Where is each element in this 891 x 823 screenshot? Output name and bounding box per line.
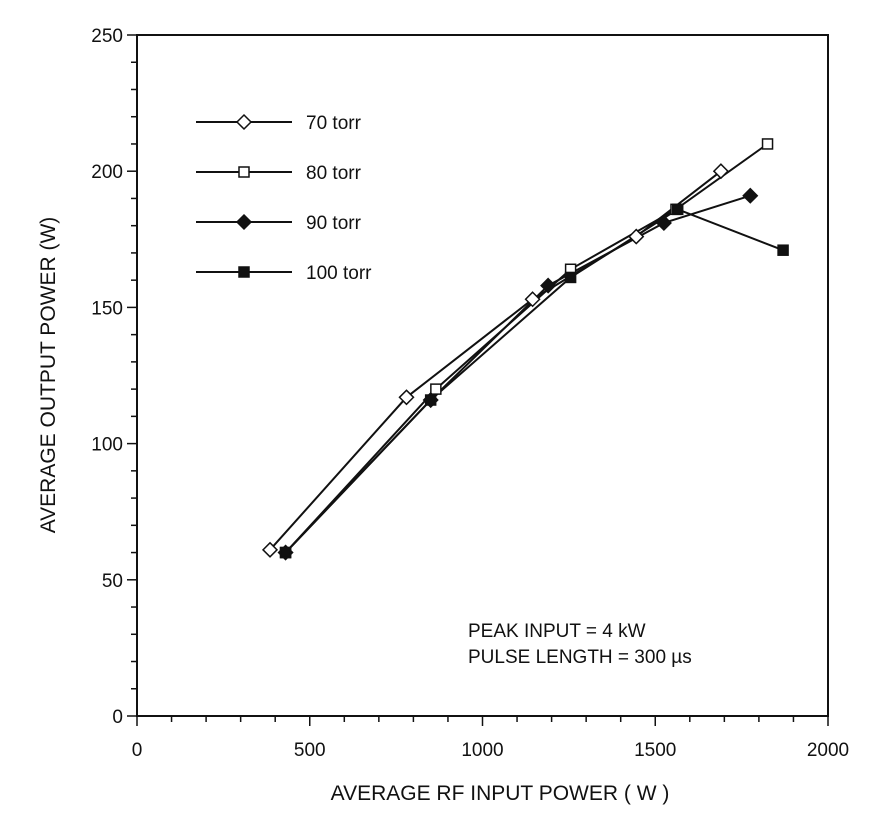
x-tick-label: 2000 — [807, 740, 849, 761]
data-point — [671, 203, 684, 216]
y-tick-label: 250 — [91, 26, 123, 47]
data-point — [777, 244, 789, 256]
series-line — [284, 208, 784, 554]
series-2 — [284, 194, 751, 554]
series-line — [284, 194, 751, 554]
x-tick-label: 1500 — [634, 740, 676, 761]
annotation-peak-input: PEAK INPUT = 4 kW — [468, 621, 646, 642]
axes: 0 500 1000 1500 2000 0 50 100 150 200 250 — [91, 26, 849, 761]
data-point — [540, 277, 557, 294]
x-tick-label: 0 — [132, 740, 143, 761]
x-tick-label: 1000 — [461, 740, 503, 761]
data-point — [742, 187, 759, 204]
legend-label: 90 torr — [306, 213, 362, 234]
legend-marker — [235, 213, 253, 231]
series-3 — [284, 208, 784, 554]
y-tick-label: 150 — [91, 298, 123, 319]
y-axis-label: AVERAGE OUTPUT POWER (W) — [37, 217, 60, 534]
data-point — [761, 138, 774, 150]
annotation-pulse-length: PULSE LENGTH = 300 µs — [468, 647, 692, 668]
series-1 — [284, 143, 769, 554]
data-point — [628, 228, 645, 245]
legend-label: 80 torr — [306, 163, 362, 184]
y-tick-label: 0 — [112, 707, 123, 728]
y-tick-label: 50 — [102, 571, 123, 592]
legend-marker — [238, 266, 250, 278]
data-point — [655, 214, 672, 232]
legend: 70 torr 80 torr 90 torr 100 torr — [196, 113, 372, 284]
plot-frame — [136, 34, 829, 717]
x-axis-label: AVERAGE RF INPUT POWER ( W ) — [331, 782, 670, 805]
data-point — [279, 546, 292, 559]
series-group — [261, 138, 789, 561]
data-point — [564, 271, 577, 284]
legend-marker — [235, 113, 253, 131]
data-point — [524, 291, 541, 308]
data-point — [430, 383, 442, 395]
y-tick-label: 100 — [91, 435, 123, 456]
legend-label: 100 torr — [306, 263, 372, 284]
data-point — [424, 394, 437, 406]
series-line — [284, 143, 769, 554]
legend-marker — [238, 166, 250, 178]
y-tick-label: 200 — [91, 162, 123, 183]
data-point — [398, 389, 415, 406]
data-point — [712, 163, 729, 180]
legend-label: 70 torr — [306, 113, 362, 134]
x-tick-label: 500 — [294, 740, 326, 761]
data-point — [261, 541, 279, 558]
